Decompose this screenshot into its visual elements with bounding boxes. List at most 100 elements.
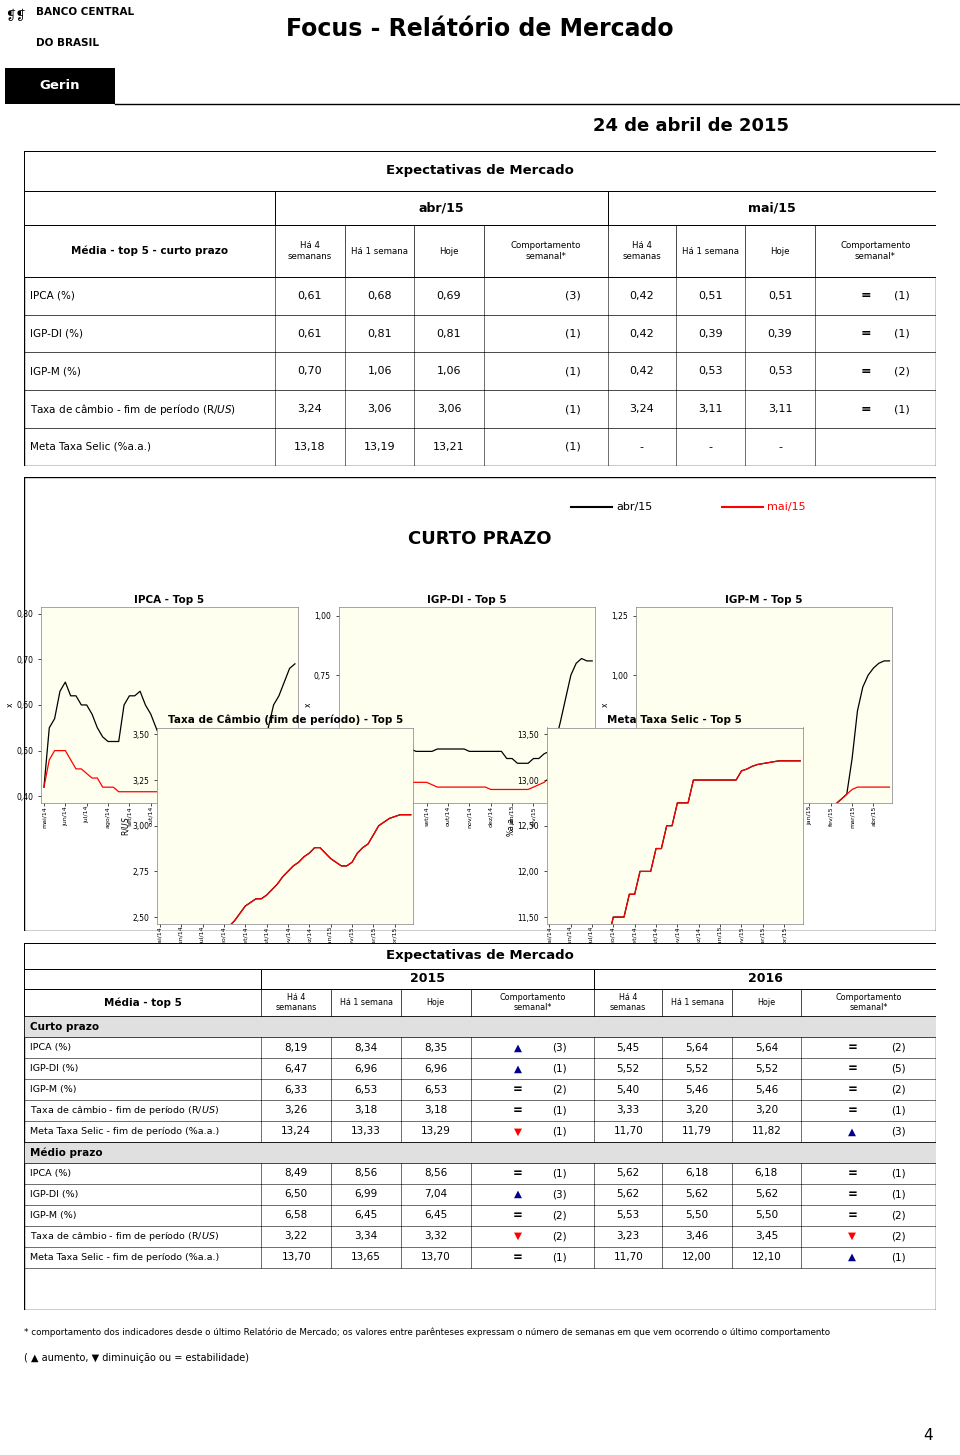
Text: (3): (3) (565, 291, 581, 301)
Text: Focus - Relátório de Mercado: Focus - Relátório de Mercado (286, 17, 674, 41)
Text: 5,50: 5,50 (685, 1211, 708, 1221)
Text: 13,29: 13,29 (420, 1126, 450, 1136)
Text: 13,65: 13,65 (351, 1253, 381, 1261)
Text: 3,06: 3,06 (368, 404, 392, 415)
Text: 5,40: 5,40 (616, 1084, 639, 1094)
Text: =: = (848, 1187, 857, 1200)
Text: 8,56: 8,56 (354, 1168, 377, 1179)
Text: (1): (1) (565, 367, 581, 377)
Text: ▼: ▼ (514, 1231, 521, 1241)
Text: 3,22: 3,22 (284, 1231, 308, 1241)
Text: Há 1 semana: Há 1 semana (670, 998, 724, 1007)
Text: (3): (3) (891, 1126, 905, 1136)
Text: abr/15: abr/15 (419, 201, 464, 214)
Text: (1): (1) (894, 404, 910, 415)
Text: 3,32: 3,32 (424, 1231, 447, 1241)
Text: =: = (848, 1062, 857, 1075)
Text: 5,46: 5,46 (755, 1084, 778, 1094)
Text: 5,50: 5,50 (755, 1211, 778, 1221)
Text: 0,51: 0,51 (699, 291, 723, 301)
Text: 5,52: 5,52 (616, 1064, 639, 1074)
Text: 6,58: 6,58 (284, 1211, 308, 1221)
Bar (5, 67, 115, 105)
Y-axis label: x: x (7, 703, 15, 707)
Bar (24, 969, 936, 989)
Text: Comportamento
semanal*: Comportamento semanal* (835, 992, 901, 1013)
Text: =: = (513, 1251, 522, 1263)
Text: 2016: 2016 (748, 972, 782, 985)
Text: 0,68: 0,68 (368, 291, 392, 301)
Text: 11,79: 11,79 (683, 1126, 712, 1136)
Text: 13,33: 13,33 (351, 1126, 381, 1136)
Text: ▲: ▲ (514, 1189, 521, 1199)
Text: 5,62: 5,62 (616, 1189, 639, 1199)
Text: (5): (5) (891, 1064, 905, 1074)
Text: ▲: ▲ (849, 1253, 856, 1261)
Text: 5,64: 5,64 (685, 1043, 708, 1052)
Text: abr/15: abr/15 (617, 502, 653, 512)
Text: (3): (3) (552, 1189, 566, 1199)
Text: 6,45: 6,45 (424, 1211, 447, 1221)
Text: (1): (1) (565, 329, 581, 339)
Text: IGP-M (%): IGP-M (%) (31, 1085, 77, 1094)
Text: Comportamento
semanal*: Comportamento semanal* (840, 242, 910, 260)
Text: 3,20: 3,20 (755, 1106, 778, 1116)
Bar (24, 151, 936, 191)
Text: =: = (848, 1209, 857, 1222)
Text: IPCA (%): IPCA (%) (31, 1168, 71, 1177)
Text: (1): (1) (565, 442, 581, 451)
Text: Média - top 5 - curto prazo: Média - top 5 - curto prazo (71, 246, 228, 256)
Text: 3,11: 3,11 (768, 404, 792, 415)
Text: 0,42: 0,42 (630, 329, 655, 339)
Text: 1,06: 1,06 (437, 367, 461, 377)
Text: 5,62: 5,62 (755, 1189, 778, 1199)
Bar (24, 226, 936, 276)
Text: =: = (513, 1104, 522, 1117)
Text: 0,39: 0,39 (768, 329, 792, 339)
Text: 3,46: 3,46 (685, 1231, 708, 1241)
Text: 13,19: 13,19 (364, 442, 396, 451)
Text: (1): (1) (894, 329, 910, 339)
Text: -: - (778, 442, 782, 451)
Text: =: = (848, 1042, 857, 1053)
Text: Comportamento
semanal*: Comportamento semanal* (499, 992, 565, 1013)
Text: 3,33: 3,33 (616, 1106, 639, 1116)
Text: (1): (1) (552, 1106, 566, 1116)
Bar (24, 989, 936, 1016)
Text: CURTO PRAZO: CURTO PRAZO (408, 530, 552, 547)
Text: IGP-DI (%): IGP-DI (%) (31, 1190, 79, 1199)
Text: 8,34: 8,34 (354, 1043, 377, 1052)
Text: (2): (2) (552, 1231, 566, 1241)
Text: Taxa de câmbio - fim de período (R$/US$): Taxa de câmbio - fim de período (R$/US$) (31, 1104, 219, 1117)
Text: (1): (1) (894, 291, 910, 301)
Text: 3,26: 3,26 (284, 1106, 308, 1116)
Text: 0,81: 0,81 (368, 329, 392, 339)
Text: 8,19: 8,19 (284, 1043, 308, 1052)
Text: 0,70: 0,70 (298, 367, 323, 377)
Text: 5,46: 5,46 (685, 1084, 708, 1094)
Y-axis label: x: x (601, 703, 610, 707)
Text: 6,33: 6,33 (284, 1084, 308, 1094)
Text: 12,10: 12,10 (752, 1253, 781, 1261)
Text: 0,51: 0,51 (768, 291, 792, 301)
Text: IGP-DI (%): IGP-DI (%) (31, 1064, 79, 1072)
Text: (1): (1) (891, 1189, 905, 1199)
Text: Há 1 semana: Há 1 semana (683, 246, 739, 256)
Text: IGP-M (%): IGP-M (%) (31, 367, 82, 377)
Text: 0,61: 0,61 (298, 291, 323, 301)
Text: (2): (2) (891, 1211, 905, 1221)
Text: (2): (2) (552, 1084, 566, 1094)
Text: (2): (2) (894, 367, 910, 377)
Text: IGP-DI (%): IGP-DI (%) (31, 329, 84, 339)
Title: Meta Taxa Selic - Top 5: Meta Taxa Selic - Top 5 (608, 716, 742, 726)
Text: IPCA (%): IPCA (%) (31, 291, 75, 301)
Text: (2): (2) (552, 1211, 566, 1221)
Text: Curto prazo: Curto prazo (31, 1021, 100, 1032)
Text: =: = (848, 1167, 857, 1180)
Bar (24, 943, 936, 969)
Text: 8,35: 8,35 (424, 1043, 447, 1052)
Text: 5,53: 5,53 (616, 1211, 639, 1221)
Text: * comportamento dos indicadores desde o último Relatório de Mercado; os valores : * comportamento dos indicadores desde o … (24, 1328, 830, 1337)
Bar (24, 191, 936, 226)
Text: ( ▲ aumento, ▼ diminuição ou = estabilidade): ( ▲ aumento, ▼ diminuição ou = estabilid… (24, 502, 249, 512)
